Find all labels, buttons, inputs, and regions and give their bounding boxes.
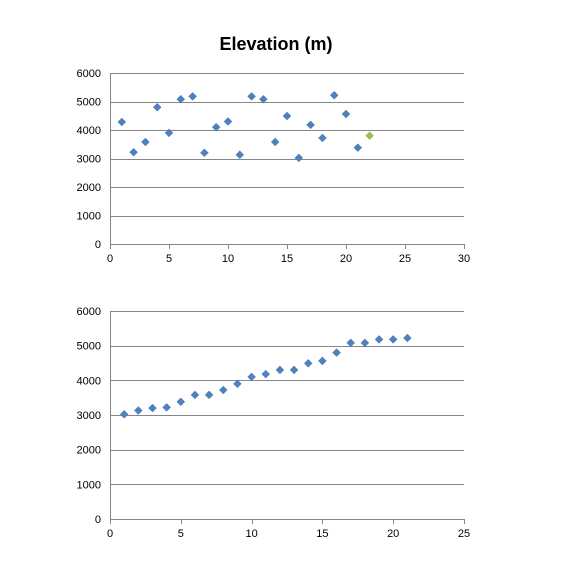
x-tick-label: 20	[387, 528, 399, 540]
data-point	[353, 143, 363, 153]
y-tick-label: 0	[95, 514, 101, 526]
y-tick-label: 1000	[77, 479, 101, 491]
data-point	[259, 94, 268, 104]
y-tick-label: 5000	[77, 341, 101, 353]
data-point	[360, 338, 370, 348]
data-point	[247, 372, 256, 382]
data-point	[204, 390, 214, 400]
data-point	[188, 92, 197, 101]
data-point	[176, 94, 186, 104]
data-point	[329, 90, 339, 100]
x-tick-label: 5	[166, 253, 172, 265]
data-point	[223, 117, 233, 126]
data-point	[261, 369, 271, 379]
data-point	[388, 335, 398, 344]
data-point	[233, 379, 242, 389]
data-point	[162, 403, 171, 412]
y-tick-label: 4000	[77, 125, 101, 137]
x-tick-label: 15	[281, 253, 293, 265]
data-point	[247, 92, 256, 101]
data-point	[235, 150, 245, 160]
data-point	[152, 102, 162, 112]
y-tick-label: 6000	[77, 306, 101, 318]
data-point	[332, 348, 341, 357]
data-point	[374, 335, 384, 344]
data-point	[341, 109, 351, 119]
x-tick-label: 30	[458, 253, 470, 265]
data-point	[176, 397, 186, 407]
y-tick-label: 3000	[77, 154, 101, 166]
data-point	[318, 133, 327, 143]
y-tick-label: 2000	[77, 182, 101, 194]
x-tick-label: 5	[178, 528, 184, 540]
x-tick-label: 25	[458, 528, 470, 540]
data-point	[275, 365, 285, 375]
chart-title: Elevation (m)	[219, 34, 333, 54]
y-tick-label: 6000	[77, 68, 101, 80]
data-point	[117, 117, 127, 127]
data-point	[129, 147, 138, 157]
data-point	[133, 406, 143, 415]
data-point	[289, 365, 299, 375]
data-point	[318, 356, 327, 366]
data-point	[164, 128, 174, 138]
x-tick-label: 0	[107, 528, 113, 540]
data-point	[148, 403, 157, 413]
data-point	[282, 111, 292, 121]
data-point	[403, 333, 412, 343]
y-tick-label: 4000	[77, 375, 101, 387]
x-tick-label: 15	[316, 528, 328, 540]
data-point	[303, 358, 313, 368]
y-tick-label: 3000	[77, 410, 101, 422]
data-point	[270, 137, 280, 147]
data-point	[211, 122, 221, 132]
data-point	[306, 120, 315, 130]
x-tick-label: 0	[107, 253, 113, 265]
data-point	[200, 148, 209, 158]
y-tick-label: 5000	[77, 97, 101, 109]
top-scatter-plot: 0 1000 2000 3000 4000 5000 6000 0 5 10 15 20 25 30	[77, 68, 471, 265]
data-point	[141, 137, 150, 147]
x-tick-label: 10	[245, 528, 257, 540]
data-point	[119, 409, 129, 419]
x-tick-label: 10	[222, 253, 234, 265]
y-tick-label: 1000	[77, 211, 101, 223]
y-tick-label: 0	[95, 239, 101, 251]
data-point	[365, 131, 374, 141]
x-tick-label: 25	[399, 253, 411, 265]
x-tick-label: 20	[340, 253, 352, 265]
data-point	[190, 390, 200, 400]
data-point	[294, 153, 304, 163]
data-point	[218, 385, 228, 395]
bottom-scatter-plot: 0 1000 2000 3000 4000 5000 6000 0 5 10 15 20 25	[77, 306, 471, 540]
y-tick-label: 2000	[77, 445, 101, 457]
data-point	[346, 338, 356, 348]
